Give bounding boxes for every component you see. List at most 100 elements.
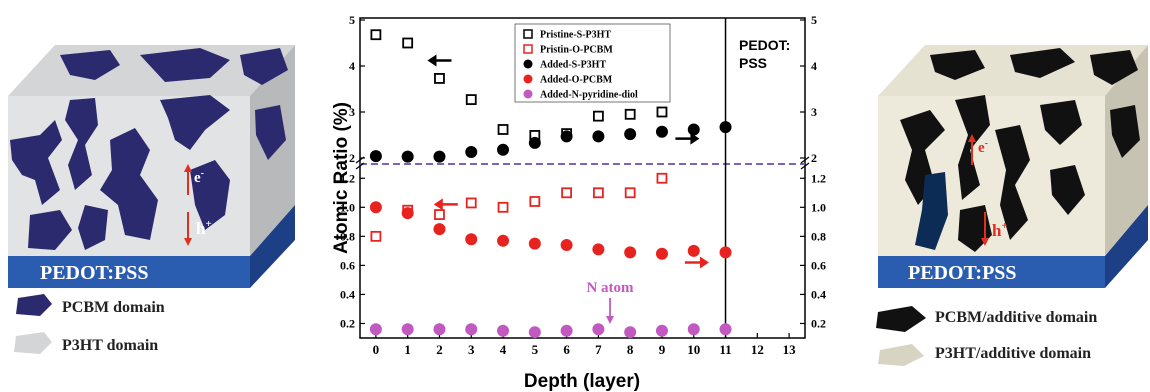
data-point-added-o-pcbm <box>687 244 700 257</box>
x-tick-label: 12 <box>751 342 764 357</box>
legend-label: Added-O-PCBM <box>540 75 613 86</box>
right-schematic: e- h+ PEDOT:PSS PCBM/additive domain P3H… <box>876 45 1148 366</box>
data-point-added-o-pcbm <box>560 239 573 252</box>
data-point-pristine-s-p3ht <box>370 29 382 41</box>
axis-break-mark <box>355 162 365 170</box>
x-tick-label: 6 <box>563 342 570 357</box>
axis-break-mark <box>355 156 365 164</box>
axis-break-mark <box>800 156 810 164</box>
data-point-added-o-pcbm <box>655 247 668 260</box>
x-tick-label: 0 <box>373 342 380 357</box>
data-point-pristine-s-p3ht <box>656 106 668 118</box>
data-point-pristine-s-p3ht <box>624 108 636 120</box>
data-point-added-s-p3ht <box>624 128 637 141</box>
chart-legend: Pristine-S-P3HT Pristin-O-PCBM Added-S-P3H… <box>514 23 671 103</box>
data-point-added-n-pyridine-diol <box>369 323 382 336</box>
x-tick-label: 3 <box>468 342 475 357</box>
right-legend-p3ht-swatch <box>878 344 924 366</box>
y-tick-label-right: 0.4 <box>811 287 826 301</box>
data-point-added-n-pyridine-diol <box>592 323 605 336</box>
x-axis-label: Depth (layer) <box>524 371 640 392</box>
data-point-pristin-o-pcbm <box>656 172 668 184</box>
left-legend-p3ht-label: P3HT domain <box>62 337 158 354</box>
data-point-added-s-p3ht <box>687 123 700 136</box>
right-hole-arrowhead <box>981 238 989 246</box>
y-tick-label-left: 1.0 <box>340 200 355 214</box>
data-point-added-o-pcbm <box>369 201 382 214</box>
data-point-pristin-o-pcbm <box>370 230 382 242</box>
x-tick-label: 4 <box>500 342 507 357</box>
data-point-added-s-p3ht <box>369 150 382 163</box>
y-axis-label: Atomic Ratio (%) <box>331 102 352 254</box>
left-electrode-label: PEDOT:PSS <box>40 262 149 284</box>
n-atom-arrowhead <box>606 316 614 324</box>
y-tick-label-right: 1.2 <box>811 171 826 185</box>
legend-label: Added-N-pyridine-diol <box>540 90 638 101</box>
legend-marker <box>523 89 533 99</box>
data-point-added-n-pyridine-diol <box>528 326 541 339</box>
y-tick-label-left: 5 <box>349 13 355 27</box>
y-tick-label-right: 0.8 <box>811 229 826 243</box>
data-point-pristin-o-pcbm <box>561 187 573 199</box>
y-tick-label-right: 0.6 <box>811 258 826 272</box>
chart-marks: 0 1 2 3 4 5 6 7 8 9 10 11 12 13234523450.20.40.60.81.… <box>340 13 826 357</box>
left-schematic: e- h+ PEDOT:PSS PCBM domain P3HT domain <box>8 45 295 354</box>
x-tick-label: 1 <box>404 342 411 357</box>
right-legend-pcbm-label: PCBM/additive domain <box>935 309 1097 326</box>
x-tick-label: 9 <box>659 342 666 357</box>
data-point-added-s-p3ht <box>497 143 510 156</box>
left-legend-p3ht-swatch <box>14 332 52 354</box>
left-carriers: e- h+ <box>184 164 212 246</box>
x-tick-label: 11 <box>719 342 731 357</box>
data-point-pristine-s-p3ht <box>402 37 414 49</box>
right-pcbm-domains <box>900 48 1140 252</box>
legend-label: Added-S-P3HT <box>540 60 606 71</box>
data-point-added-n-pyridine-diol <box>465 323 478 336</box>
right-electron-arrowhead <box>968 134 976 142</box>
y-tick-label-left: 0.4 <box>340 287 355 301</box>
y-tick-label-left: 0.6 <box>340 258 355 272</box>
data-point-added-o-pcbm <box>401 207 414 220</box>
y-tick-label-right: 0.2 <box>811 316 826 330</box>
left-hole-sup: + <box>205 218 211 230</box>
y-tick-label-left: 3 <box>349 105 355 119</box>
data-point-pristine-s-p3ht <box>592 110 604 122</box>
data-point-added-o-pcbm <box>592 243 605 256</box>
legend-label: Pristin-O-PCBM <box>540 45 613 56</box>
data-point-pristin-o-pcbm <box>434 209 445 220</box>
chart-legend-items: Pristine-S-P3HT Pristin-O-PCBM Added-S-P3H… <box>523 29 638 101</box>
data-point-added-s-p3ht <box>592 130 605 143</box>
data-point-added-s-p3ht <box>401 150 414 163</box>
data-point-added-n-pyridine-diol <box>497 324 510 337</box>
n-atom-annotation: N atom <box>586 280 634 296</box>
legend-marker <box>523 74 533 84</box>
data-point-pristine-s-p3ht <box>434 73 445 84</box>
data-point-added-o-pcbm <box>719 246 732 259</box>
data-point-added-s-p3ht <box>719 121 732 134</box>
right-electrode-label: PEDOT:PSS <box>908 262 1017 284</box>
legend-marker <box>523 44 533 54</box>
legend-marker <box>523 29 533 39</box>
data-point-pristin-o-pcbm <box>592 187 604 199</box>
left-electrode-front <box>8 256 250 288</box>
right-electron-label: e- <box>978 138 988 156</box>
right-carriers: e- h+ <box>968 134 1008 246</box>
left-hole-label: h+ <box>196 218 212 238</box>
data-point-added-n-pyridine-diol <box>687 323 700 336</box>
left-legend-pcbm-swatch <box>16 294 52 316</box>
atomic-ratio-chart: 0 1 2 3 4 5 6 7 8 9 10 11 12 13234523450.20.40.60.81.… <box>331 13 826 392</box>
axis-indicator-arrowhead <box>427 54 437 67</box>
data-point-added-s-p3ht <box>433 150 446 163</box>
legend-label: Pristine-S-P3HT <box>540 30 611 41</box>
x-tick-label: 7 <box>595 342 602 357</box>
data-point-added-o-pcbm <box>465 233 478 246</box>
left-legend-pcbm-label: PCBM domain <box>62 299 165 316</box>
y-tick-label-right: 5 <box>811 13 817 27</box>
x-tick-label: 8 <box>627 342 634 357</box>
data-point-added-s-p3ht <box>528 136 541 149</box>
axis-break-mark <box>800 162 810 170</box>
data-point-pristin-o-pcbm <box>497 201 509 213</box>
right-legend-pcbm-swatch <box>876 306 926 332</box>
x-tick-label: 2 <box>436 342 443 357</box>
